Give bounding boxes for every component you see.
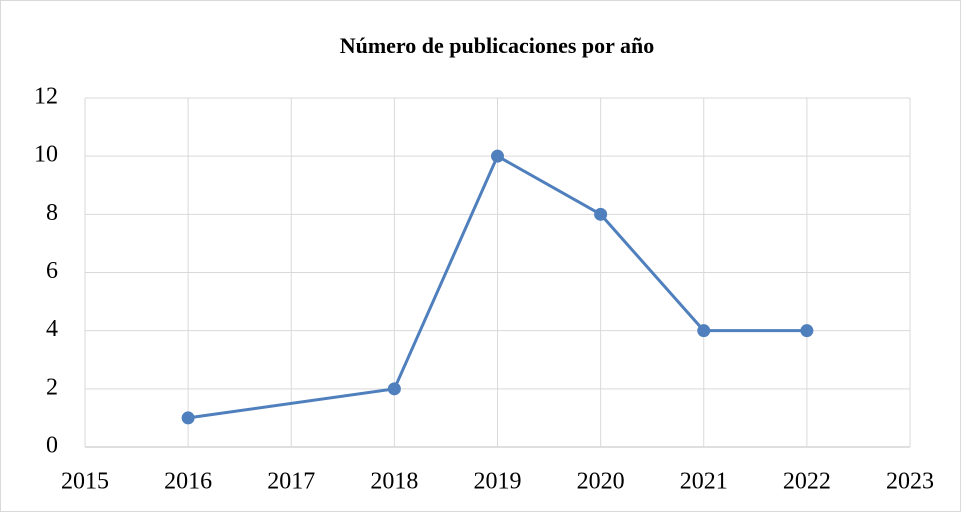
data-point bbox=[491, 149, 504, 163]
x-tick-label: 2015 bbox=[61, 469, 109, 495]
chart-title: Número de publicaciones por año bbox=[340, 33, 655, 58]
data-point bbox=[181, 411, 195, 425]
y-tick-label: 12 bbox=[34, 84, 58, 110]
y-tick-label: 8 bbox=[46, 200, 58, 226]
y-tick-label: 10 bbox=[34, 142, 58, 168]
data-point bbox=[387, 382, 401, 396]
y-tick-label: 2 bbox=[46, 374, 58, 400]
x-tick-label: 2023 bbox=[886, 469, 934, 495]
y-tick-label: 6 bbox=[46, 258, 58, 284]
series-line bbox=[187, 154, 807, 420]
x-tick-label: 2016 bbox=[164, 469, 212, 495]
x-tick-label: 2020 bbox=[577, 469, 625, 495]
data-point bbox=[594, 207, 608, 221]
x-tick-label: 2021 bbox=[680, 469, 728, 495]
data-point bbox=[697, 324, 711, 338]
x-tick-label: 2018 bbox=[370, 469, 418, 495]
y-tick-label: 0 bbox=[46, 433, 58, 459]
x-tick-label: 2017 bbox=[267, 469, 315, 495]
data-point bbox=[800, 324, 814, 338]
y-tick-label: 4 bbox=[46, 316, 58, 342]
x-tick-label: 2019 bbox=[474, 469, 522, 495]
x-tick-label: 2022 bbox=[783, 469, 831, 495]
